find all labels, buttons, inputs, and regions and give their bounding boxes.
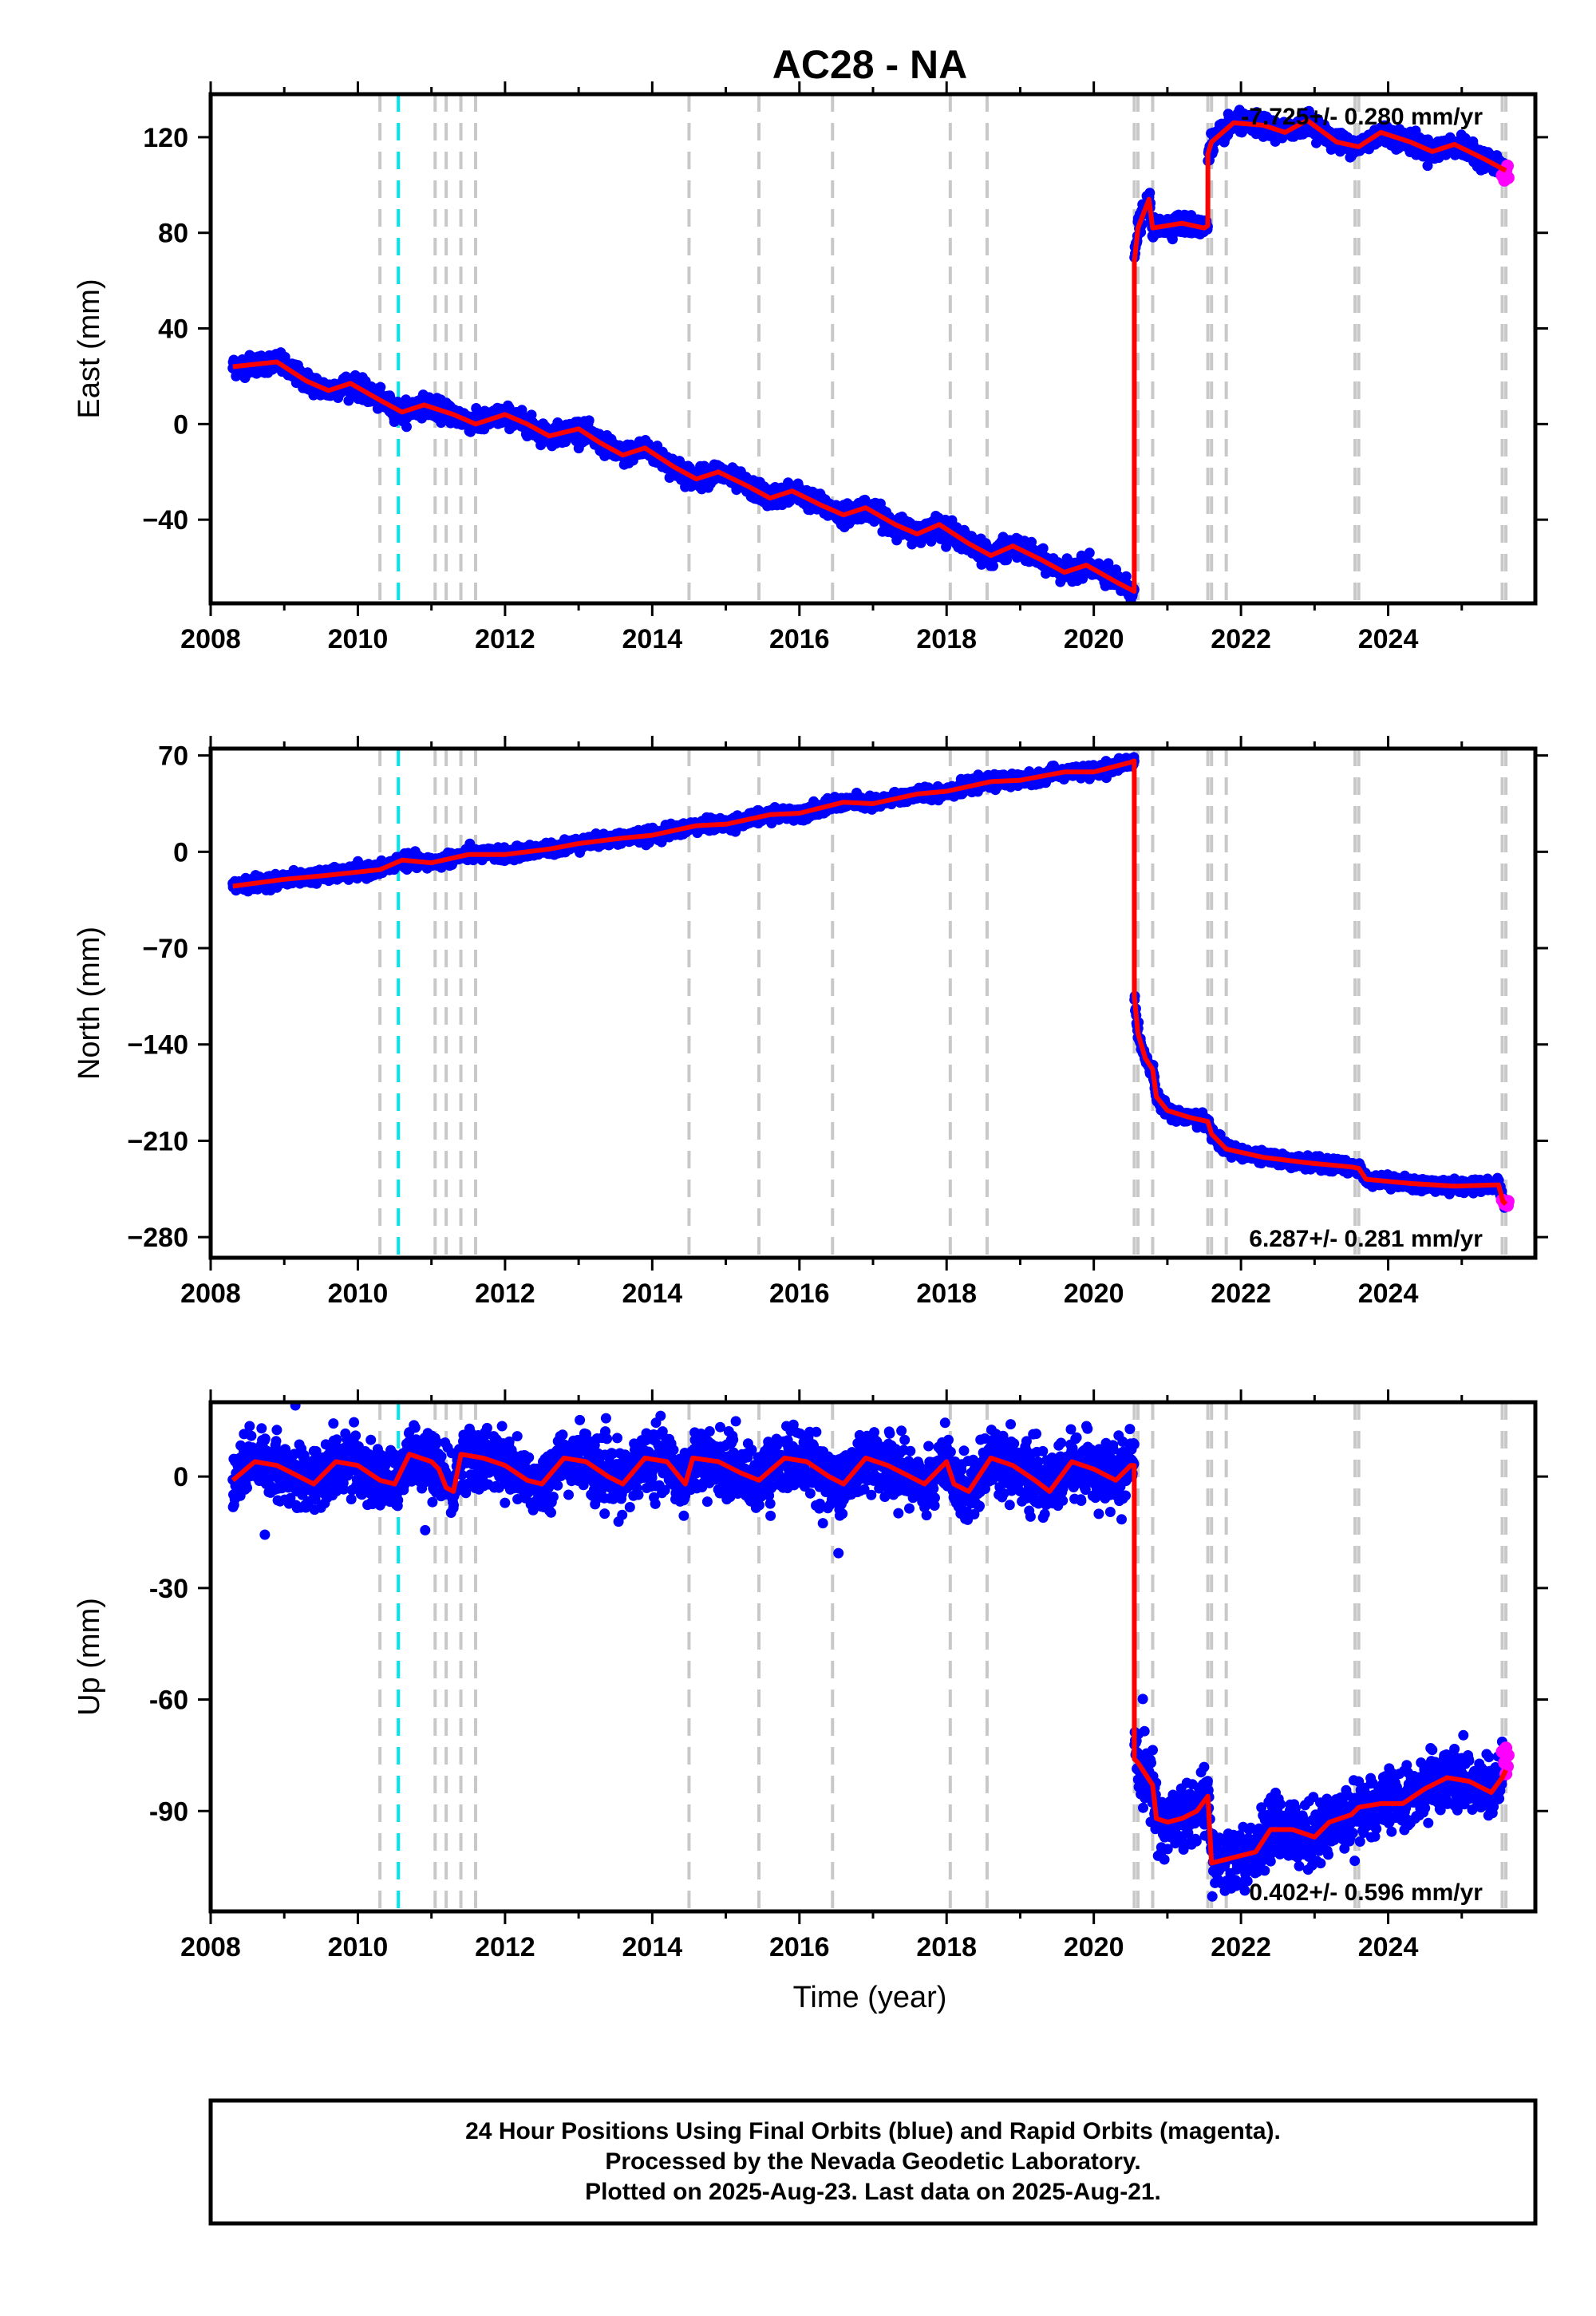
x-tick-label: 2014 bbox=[622, 624, 683, 654]
x-tick-label: 2020 bbox=[1064, 624, 1124, 654]
east-rate-label: -7.725+/- 0.280 mm/yr bbox=[1241, 104, 1483, 130]
up-model-line bbox=[231, 1452, 1508, 1866]
x-tick-label: 2022 bbox=[1211, 1932, 1271, 1962]
x-tick-label: 2016 bbox=[769, 624, 830, 654]
y-tick-label: 70 bbox=[158, 741, 188, 772]
north-plot-area bbox=[227, 749, 1515, 1258]
x-tick-label: 2016 bbox=[769, 1279, 830, 1309]
east-model-line bbox=[232, 117, 1507, 594]
chart-title: AC28 - NA bbox=[772, 42, 967, 87]
y-tick-label: −210 bbox=[127, 1126, 188, 1156]
y-tick-label: 40 bbox=[158, 314, 188, 345]
east-panel: 2008 2010 2012 2014 2016 2018 2020 2022 2024 120 8… bbox=[73, 81, 1548, 654]
x-tick-label: 2022 bbox=[1211, 1279, 1271, 1309]
east-y-axis-label: East (mm) bbox=[73, 279, 106, 418]
y-tick-label: -30 bbox=[149, 1574, 188, 1604]
up-panel: 2008 2010 2012 2014 2016 2018 2020 2022 2024 0 -30… bbox=[73, 1389, 1548, 1962]
x-tick-label: 2024 bbox=[1358, 624, 1419, 654]
x-tick-label: 2008 bbox=[180, 1932, 241, 1962]
north-frame bbox=[208, 746, 1538, 1260]
y-tick-label: −140 bbox=[127, 1030, 188, 1061]
y-tick-label: 0 bbox=[173, 1462, 188, 1492]
x-tick-label: 2010 bbox=[328, 624, 389, 654]
y-tick-label: 120 bbox=[143, 123, 188, 153]
x-tick-label: 2014 bbox=[622, 1279, 683, 1309]
x-tick-label: 2024 bbox=[1358, 1932, 1419, 1962]
footer-box: 24 Hour Positions Using Final Orbits (bl… bbox=[208, 2098, 1538, 2226]
x-tick-label: 2012 bbox=[475, 1932, 535, 1962]
up-plot-area bbox=[227, 1402, 1515, 1911]
up-final-points bbox=[227, 1402, 1511, 1902]
east-final-points bbox=[227, 105, 1511, 603]
x-tick-label: 2014 bbox=[622, 1932, 683, 1962]
y-tick-label: 0 bbox=[173, 409, 188, 440]
x-tick-label: 2020 bbox=[1064, 1932, 1124, 1962]
x-tick-label: 2018 bbox=[916, 1932, 977, 1962]
y-tick-label: −40 bbox=[142, 505, 188, 536]
up-rapid-points bbox=[1495, 1741, 1515, 1780]
north-final-points bbox=[227, 752, 1511, 1213]
x-tick-label: 2010 bbox=[328, 1279, 389, 1309]
y-tick-label: 80 bbox=[158, 219, 188, 249]
north-panel: 2008 2010 2012 2014 2016 2018 2020 2022 2024 70 0 −… bbox=[73, 736, 1548, 1309]
y-tick-label: 0 bbox=[173, 837, 188, 868]
up-y-axis-label: Up (mm) bbox=[73, 1598, 106, 1716]
x-tick-label: 2016 bbox=[769, 1932, 830, 1962]
east-frame bbox=[208, 92, 1538, 606]
footer-line-1: 24 Hour Positions Using Final Orbits (bl… bbox=[465, 2118, 1281, 2144]
x-tick-label: 2024 bbox=[1358, 1279, 1419, 1309]
east-plot-area bbox=[227, 94, 1515, 603]
footer-line-3: Plotted on 2025-Aug-23. Last data on 202… bbox=[585, 2179, 1161, 2205]
north-y-axis-label: North (mm) bbox=[73, 927, 106, 1080]
footer-border bbox=[208, 2098, 1538, 2226]
north-model-line bbox=[232, 758, 1508, 1206]
y-tick-label: −280 bbox=[127, 1223, 188, 1253]
x-tick-label: 2012 bbox=[475, 1279, 535, 1309]
x-tick-label: 2010 bbox=[328, 1932, 389, 1962]
x-tick-label: 2008 bbox=[180, 624, 241, 654]
y-tick-label: -60 bbox=[149, 1686, 188, 1716]
x-axis-label: Time (year) bbox=[793, 1981, 947, 2014]
x-tick-label: 2008 bbox=[180, 1279, 241, 1309]
x-tick-label: 2020 bbox=[1064, 1279, 1124, 1309]
y-tick-label: -90 bbox=[149, 1796, 188, 1827]
footer-line-2: Processed by the Nevada Geodetic Laborat… bbox=[605, 2148, 1140, 2175]
y-tick-label: −70 bbox=[142, 934, 188, 964]
x-tick-label: 2022 bbox=[1211, 624, 1271, 654]
east-rapid-points bbox=[1495, 159, 1515, 187]
x-tick-label: 2018 bbox=[916, 624, 977, 654]
x-tick-label: 2012 bbox=[475, 624, 535, 654]
x-tick-label: 2018 bbox=[916, 1279, 977, 1309]
up-rate-label: 0.402+/- 0.596 mm/yr bbox=[1249, 1879, 1483, 1906]
north-rate-label: 6.287+/- 0.281 mm/yr bbox=[1249, 1226, 1483, 1252]
